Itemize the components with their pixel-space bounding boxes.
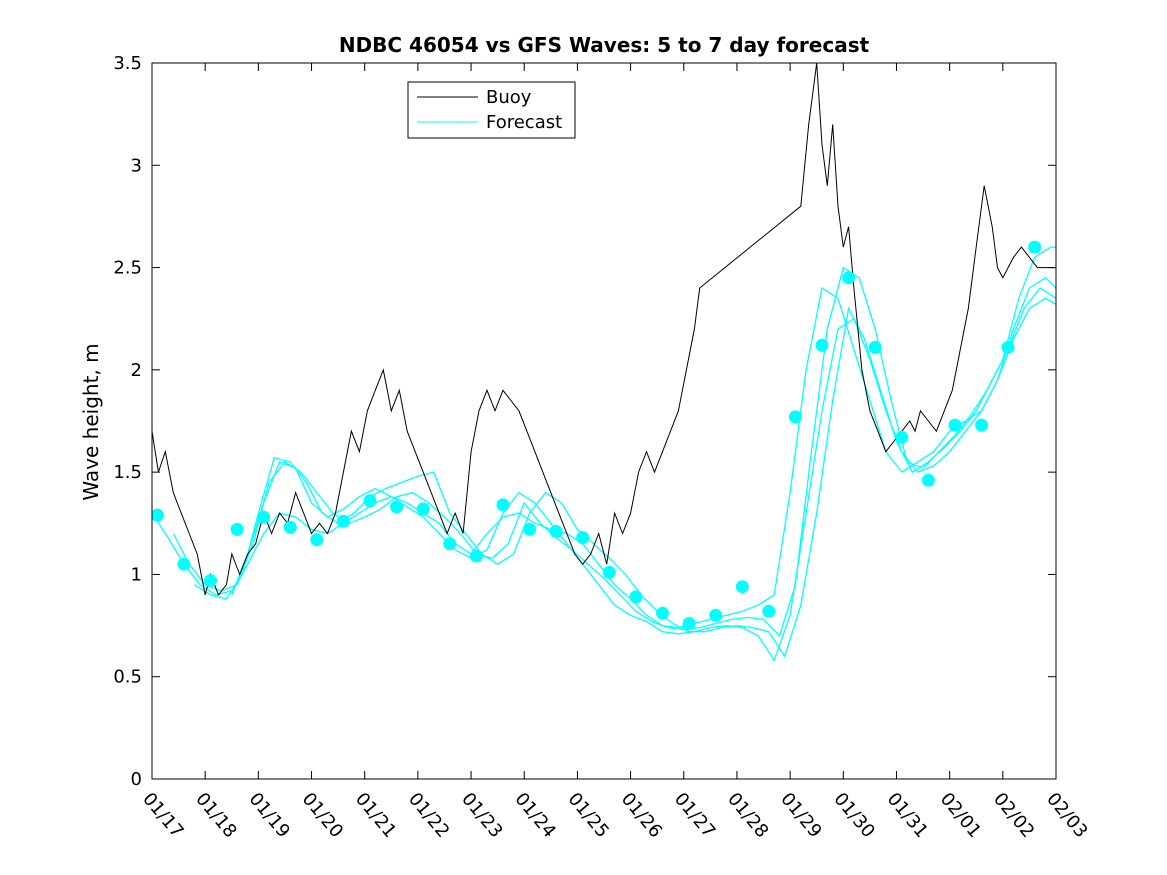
y-tick-label: 0 bbox=[131, 769, 142, 790]
y-tick-label: 0.5 bbox=[113, 667, 142, 688]
forecast-marker bbox=[576, 531, 590, 545]
plot-area: 00.511.522.533.501/17 01/18 01/19 01/20 01/2… bbox=[113, 53, 1091, 842]
forecast-marker bbox=[629, 590, 643, 604]
forecast-marker bbox=[283, 520, 297, 534]
y-tick-label: 2.5 bbox=[113, 258, 142, 279]
y-tick-label: 2 bbox=[131, 360, 142, 381]
axes-frame bbox=[151, 62, 1057, 780]
forecast-marker bbox=[948, 418, 962, 432]
forecast-marker bbox=[152, 508, 164, 522]
forecast-marker bbox=[443, 537, 457, 551]
forecast-marker bbox=[762, 604, 776, 618]
forecast-marker bbox=[390, 500, 404, 514]
y-axis-label: Wave height, m bbox=[79, 343, 103, 500]
forecast-marker bbox=[469, 549, 483, 563]
forecast-marker bbox=[682, 617, 696, 630]
forecast-marker bbox=[709, 608, 723, 622]
forecast-marker bbox=[230, 522, 244, 536]
forecast-marker bbox=[204, 574, 217, 588]
legend-buoy-label: Buoy bbox=[486, 87, 532, 108]
forecast-marker bbox=[1028, 240, 1042, 254]
forecast-marker bbox=[868, 340, 882, 354]
legend-forecast-label: Forecast bbox=[486, 112, 562, 133]
forecast-marker bbox=[257, 510, 271, 524]
forecast-marker bbox=[1001, 340, 1015, 354]
legend: Buoy Forecast bbox=[407, 81, 576, 139]
forecast-marker bbox=[975, 418, 989, 432]
forecast-marker bbox=[549, 525, 563, 538]
forecast-marker bbox=[310, 533, 324, 547]
series-group bbox=[152, 63, 1056, 662]
forecast-line-3 bbox=[231, 297, 1056, 662]
forecast-marker bbox=[602, 565, 616, 579]
forecast-marker bbox=[842, 271, 856, 285]
y-tick-label: 3 bbox=[131, 155, 142, 176]
forecast-marker bbox=[895, 430, 909, 444]
forecast-marker bbox=[735, 580, 749, 594]
forecast-marker bbox=[336, 514, 350, 528]
forecast-marker bbox=[921, 473, 935, 487]
data-region bbox=[152, 63, 1056, 662]
forecast-marker bbox=[416, 502, 430, 516]
forecast-marker bbox=[656, 606, 669, 620]
y-tick-label: 1 bbox=[131, 564, 142, 585]
legend-box bbox=[407, 81, 576, 139]
forecast-marker bbox=[363, 494, 377, 508]
forecast-marker bbox=[788, 410, 802, 424]
buoy-line bbox=[152, 63, 1056, 596]
forecast-line-1 bbox=[172, 246, 1056, 638]
y-tick-label: 1.5 bbox=[113, 462, 142, 483]
forecast-marker bbox=[815, 338, 829, 352]
chart-title: NDBC 46054 vs GFS Waves: 5 to 7 day fore… bbox=[339, 33, 870, 57]
axes-background bbox=[152, 63, 1056, 779]
forecast-marker bbox=[523, 522, 537, 536]
forecast-marker bbox=[496, 498, 510, 512]
y-tick-label: 3.5 bbox=[113, 53, 142, 74]
forecast-marker bbox=[177, 557, 191, 571]
